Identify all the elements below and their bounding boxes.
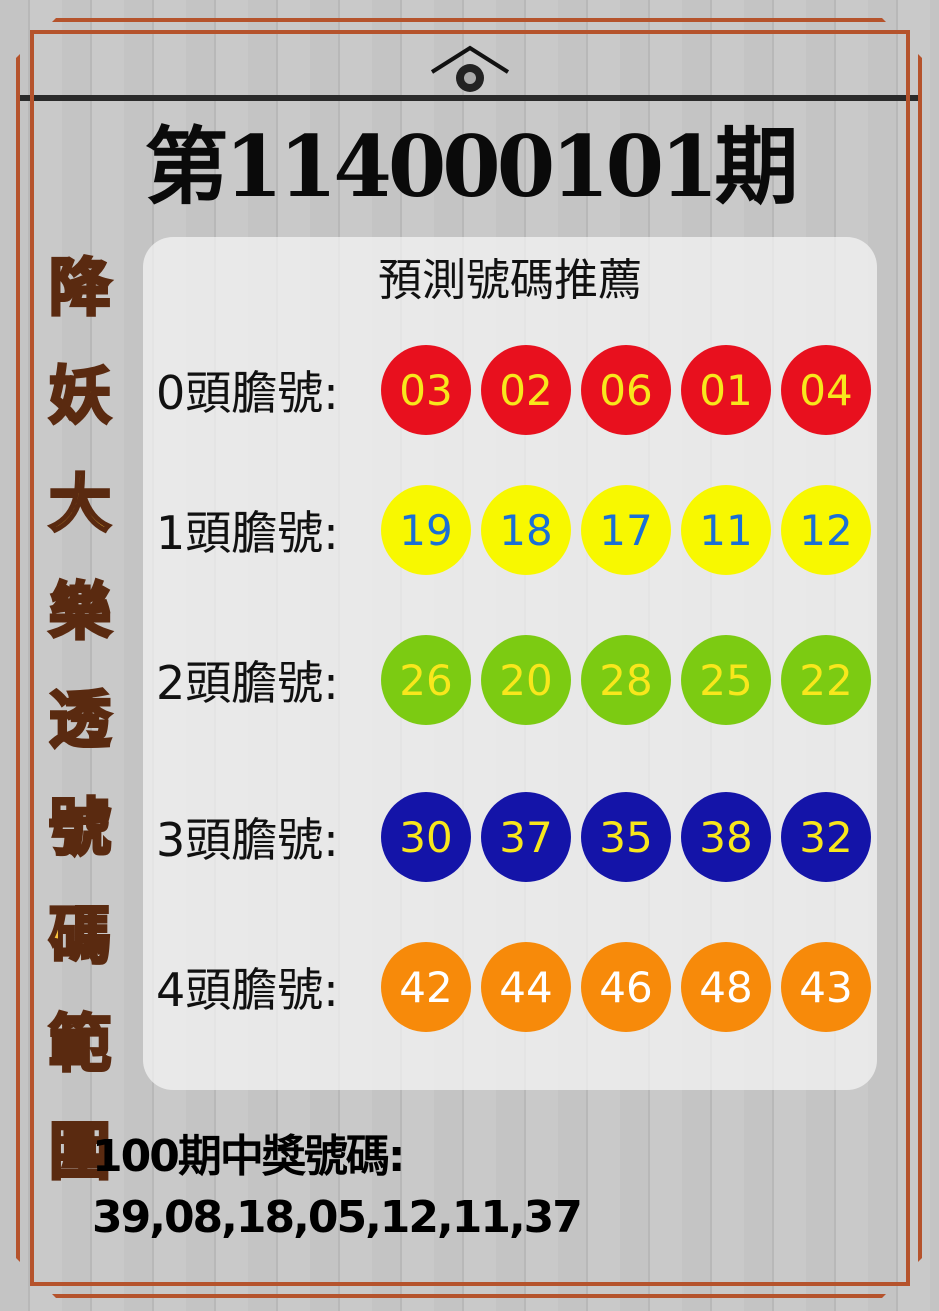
side-title-char: 範 (47, 1006, 112, 1082)
number-ball: 06 (581, 345, 671, 435)
number-ball: 19 (381, 485, 471, 575)
number-row: 3頭膽號: 30 37 35 38 32 (156, 791, 881, 883)
side-title-char: 樂 (47, 574, 112, 650)
row-label: 3頭膽號: (156, 813, 339, 867)
number-ball: 35 (581, 792, 671, 882)
number-row: 1頭膽號: 19 18 17 11 12 (156, 484, 881, 576)
side-title-char: 號 (47, 790, 112, 866)
issue-title: 第114000101期 (144, 117, 798, 216)
roof-emblem-icon (430, 45, 510, 92)
number-ball: 37 (481, 792, 571, 882)
last-draw-label: 100期中獎號碼: (92, 1131, 405, 1182)
number-ball: 48 (681, 942, 771, 1032)
side-title-char: 大 (47, 466, 112, 542)
number-row: 2頭膽號: 26 20 28 25 22 (156, 634, 881, 726)
number-ball: 18 (481, 485, 571, 575)
number-ball: 30 (381, 792, 471, 882)
number-ball: 03 (381, 345, 471, 435)
number-row: 0頭膽號: 03 02 06 01 04 (156, 344, 881, 436)
number-row: 4頭膽號: 42 44 46 48 43 (156, 941, 881, 1033)
divider (20, 95, 919, 101)
number-ball: 04 (781, 345, 871, 435)
number-ball: 20 (481, 635, 571, 725)
number-ball: 12 (781, 485, 871, 575)
side-title-char: 妖 (47, 358, 112, 434)
number-ball: 17 (581, 485, 671, 575)
number-ball: 38 (681, 792, 771, 882)
number-ball: 02 (481, 345, 571, 435)
number-ball: 42 (381, 942, 471, 1032)
side-title-char: 碼 (47, 898, 112, 974)
row-label: 4頭膽號: (156, 963, 339, 1017)
number-ball: 44 (481, 942, 571, 1032)
number-ball: 25 (681, 635, 771, 725)
number-ball: 28 (581, 635, 671, 725)
number-ball: 43 (781, 942, 871, 1032)
row-label: 0頭膽號: (156, 366, 339, 420)
side-title-char: 透 (47, 682, 112, 758)
row-label: 1頭膽號: (156, 506, 339, 560)
row-label: 2頭膽號: (156, 656, 339, 710)
number-ball: 11 (681, 485, 771, 575)
side-title-char: 降 (47, 250, 112, 326)
last-draw-numbers: 39,08,18,05,12,11,37 (92, 1192, 583, 1243)
side-title: 降妖大樂透號碼範圍 (44, 238, 116, 1210)
number-ball: 46 (581, 942, 671, 1032)
number-ball: 32 (781, 792, 871, 882)
number-ball: 01 (681, 345, 771, 435)
decorative-frame (16, 18, 922, 1298)
number-ball: 26 (381, 635, 471, 725)
side-title-char: 圍 (47, 1114, 112, 1190)
number-ball: 22 (781, 635, 871, 725)
decorative-frame-inner (30, 30, 910, 1286)
panel-subtitle: 預測號碼推薦 (378, 255, 642, 306)
